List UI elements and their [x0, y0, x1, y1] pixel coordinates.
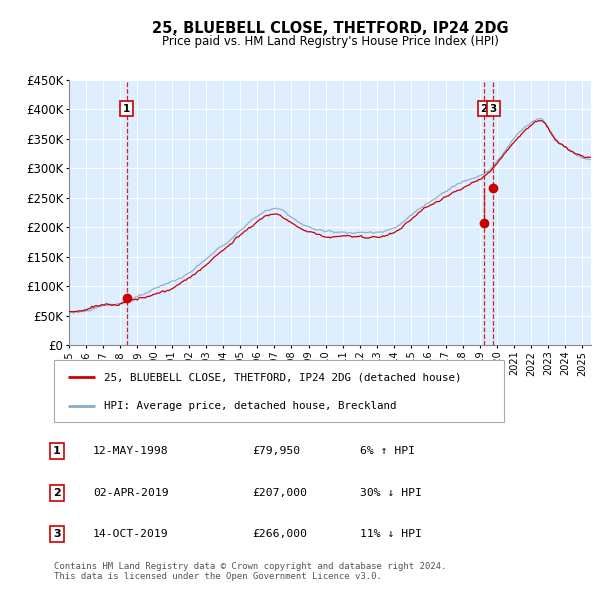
Text: £207,000: £207,000	[252, 488, 307, 497]
Text: 1: 1	[123, 104, 130, 114]
Text: 2: 2	[53, 488, 61, 497]
Text: 30% ↓ HPI: 30% ↓ HPI	[360, 488, 422, 497]
Text: 6% ↑ HPI: 6% ↑ HPI	[360, 447, 415, 456]
Text: 12-MAY-1998: 12-MAY-1998	[93, 447, 169, 456]
Text: 02-APR-2019: 02-APR-2019	[93, 488, 169, 497]
Text: 25, BLUEBELL CLOSE, THETFORD, IP24 2DG: 25, BLUEBELL CLOSE, THETFORD, IP24 2DG	[152, 21, 508, 35]
Text: 14-OCT-2019: 14-OCT-2019	[93, 529, 169, 539]
Text: 1: 1	[53, 447, 61, 456]
Text: Contains HM Land Registry data © Crown copyright and database right 2024.
This d: Contains HM Land Registry data © Crown c…	[54, 562, 446, 581]
Text: 11% ↓ HPI: 11% ↓ HPI	[360, 529, 422, 539]
Text: 2: 2	[481, 104, 488, 114]
Text: 25, BLUEBELL CLOSE, THETFORD, IP24 2DG (detached house): 25, BLUEBELL CLOSE, THETFORD, IP24 2DG (…	[104, 372, 461, 382]
Text: £266,000: £266,000	[252, 529, 307, 539]
Text: 3: 3	[490, 104, 497, 114]
Text: 3: 3	[53, 529, 61, 539]
Text: Price paid vs. HM Land Registry's House Price Index (HPI): Price paid vs. HM Land Registry's House …	[161, 35, 499, 48]
Text: HPI: Average price, detached house, Breckland: HPI: Average price, detached house, Brec…	[104, 401, 396, 411]
FancyBboxPatch shape	[54, 360, 504, 422]
Text: £79,950: £79,950	[252, 447, 300, 456]
